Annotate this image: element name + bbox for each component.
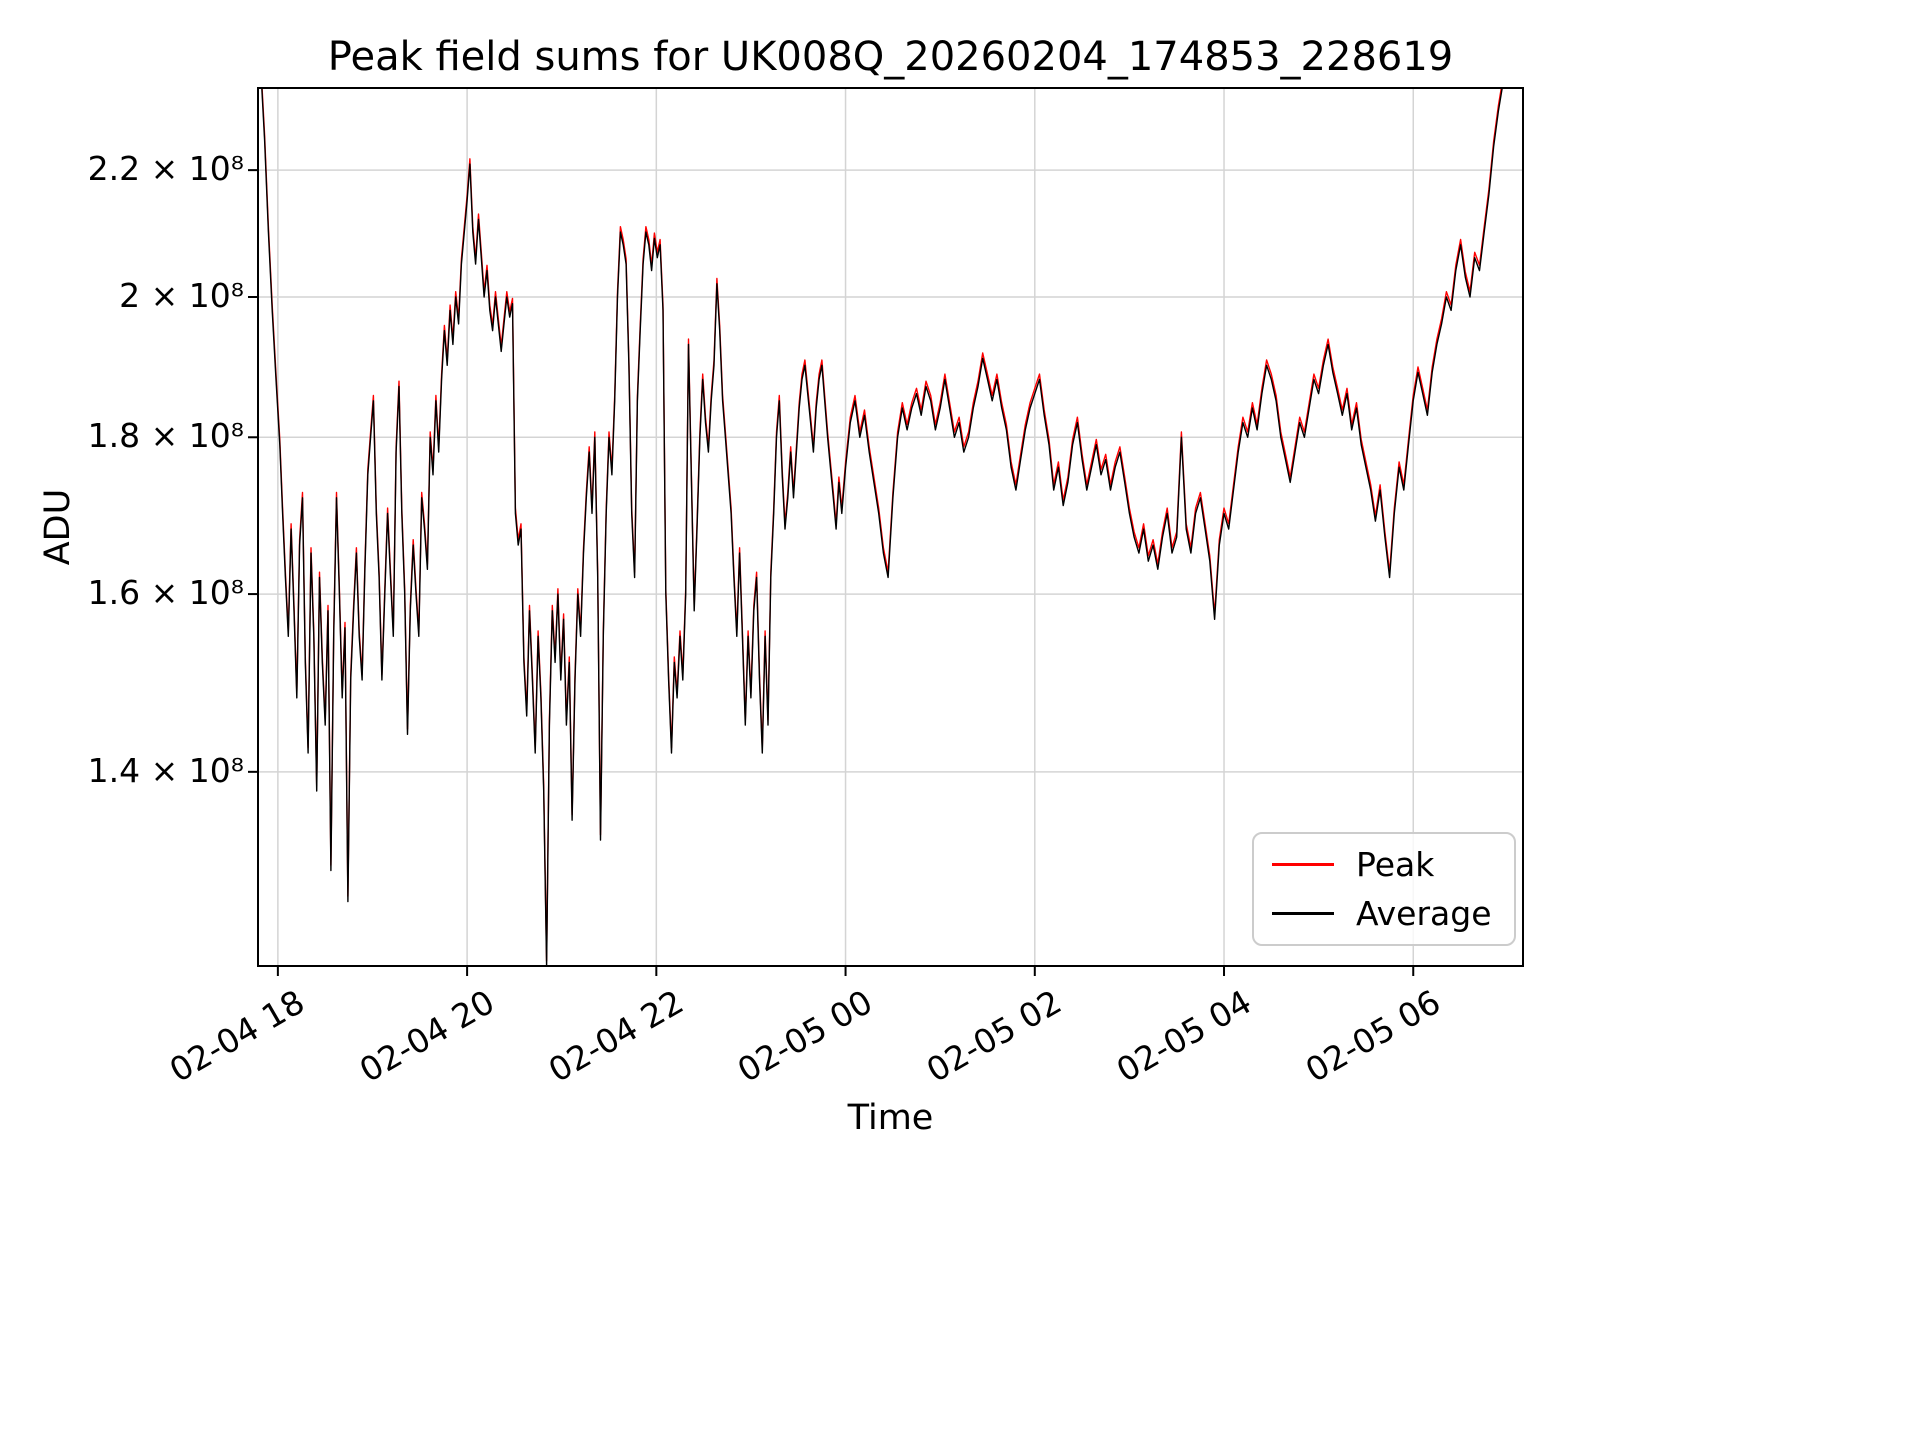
peak-line-swatch (1272, 863, 1334, 866)
axes-spines (257, 87, 1524, 967)
x-axis-label: Time (847, 1098, 934, 1138)
y-tick-label: 1.6 × 10⁸ (87, 573, 244, 613)
series-line-peak (261, 88, 1503, 962)
y-tick-label: 2 × 10⁸ (119, 276, 244, 315)
y-tick-label: 1.4 × 10⁸ (87, 750, 244, 790)
chart-title: Peak field sums for UK008Q_20260204_1748… (327, 34, 1454, 80)
y-tick-label: 2.2 × 10⁸ (87, 149, 244, 189)
legend-item-average: Average (1272, 894, 1496, 933)
y-tick-label: 1.8 × 10⁸ (87, 416, 244, 456)
average-line-swatch (1272, 912, 1334, 915)
series-group (261, 88, 1503, 966)
legend: Peak Average (1252, 832, 1516, 946)
legend-label-average: Average (1356, 894, 1492, 933)
legend-item-peak: Peak (1272, 845, 1496, 884)
legend-label-peak: Peak (1356, 845, 1435, 884)
series-line-average (261, 88, 1503, 966)
